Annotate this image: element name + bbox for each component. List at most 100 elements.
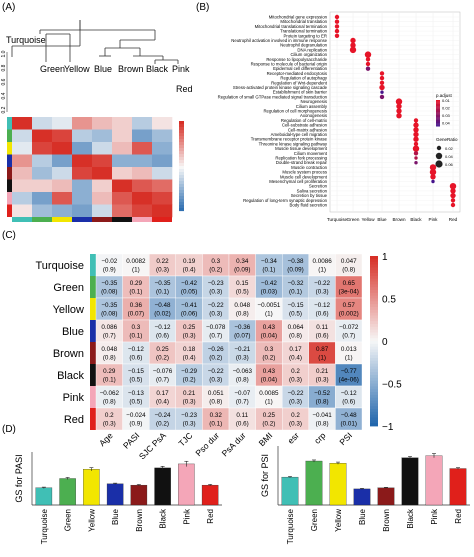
legend-padjust-step [436,101,440,103]
legend-padjust-step [436,113,440,115]
corr-scale-step [370,358,378,362]
legend-padjust-step [436,125,440,127]
corr-scale-step [370,267,378,271]
adjacency-cell [72,192,93,205]
adjacency-cell [152,142,173,155]
adjacency-cell [92,204,113,218]
go-dot [334,24,340,29]
row-label-green: Green [53,282,84,294]
bar-yellow [83,469,100,506]
corr-pvalue: (0.3) [316,289,329,296]
corr-value: −0.32 [288,280,304,287]
legend-padjust-step [436,117,440,119]
adjacency-cell [52,167,73,180]
dendro-label-brown: Brown [118,64,144,74]
go-dot [334,33,340,38]
adjacency-col-color-yellow [52,217,72,222]
corr-value: −0.21 [234,346,250,353]
col-label: Pso dur [193,430,221,458]
bar-pink [425,455,443,506]
corr-scale-step [370,352,378,356]
adjacency-scale-step [179,172,184,176]
go-term-label: Ameboidal-type cell migration [271,132,328,137]
row-color-green [90,276,96,298]
go-term-label: Cilium organization [290,52,327,57]
dotplot-xtick-brown: Brown [392,217,405,222]
dotplot-frame [329,11,461,213]
corr-pvalue: (0.4) [289,355,302,362]
corr-scale-step [370,270,378,274]
corr-value: 0.36 [130,302,143,309]
go-term-label: Stress-activated protein kinase signalin… [233,85,328,90]
corr-scale-step [370,372,378,376]
adjacency-scale-step [179,160,184,164]
corr-scale-step [370,298,378,302]
corr-value: −0.12 [155,324,171,331]
adjacency-cell [72,129,93,143]
go-dot [429,164,437,171]
dendro-label-black: Black [146,64,169,74]
corr-value: 0.18 [183,346,196,353]
corr-scale-step [370,366,378,370]
bar-xtick: Red [454,509,463,524]
go-term-label: Axonogenesis [300,113,327,118]
corr-scale-step [370,392,378,396]
go-dot [334,28,340,34]
go-dot [413,151,419,156]
adjacency-scale-step [179,175,184,179]
go-dot [396,103,402,110]
corr-pvalue: (0.9) [129,421,142,428]
adjacency-cell [132,167,153,180]
row-label-blue: Blue [62,326,84,338]
corr-scale-step [370,397,378,401]
adjacency-scale-step [179,196,184,200]
corr-pvalue: (0.1) [289,289,302,296]
panel-b-go-dotplot: Mitochondrial gene expressionMitochondri… [218,11,461,222]
corr-value: 0.0086 [312,258,332,265]
adjacency-cell [152,129,173,143]
bar-red [201,484,219,506]
go-term-label: Double-strand break repair [276,160,328,165]
corr-value: −0.02 [101,258,117,265]
corr-value: 0.086 [101,324,117,331]
corr-value: −0.22 [314,280,330,287]
corr-scale-step [370,307,378,311]
adjacency-scale-step [179,142,184,146]
corr-value: −0.062 [100,390,120,397]
go-term-label: Secretion by tissue [291,193,328,198]
bar-black [154,467,171,506]
go-term-label: Body fluid secretion [290,203,328,208]
go-dot [414,161,418,165]
go-dot [349,46,357,54]
adjacency-cell [112,179,133,193]
legend-padjust-step [436,118,440,120]
legend-padjust-step [436,115,440,117]
panel-a-dendrogram-heatmap: Turquoise Green Yellow Blue Brown Black … [1,20,193,222]
corr-pvalue: (0.7) [209,333,222,340]
adjacency-cell [72,142,93,155]
go-dot [365,61,371,67]
corr-pvalue: (0.3) [209,289,222,296]
corr-scale-step [370,278,378,282]
go-term-label: Muscle contraction [291,165,327,170]
corr-scale-step [370,275,378,280]
corr-pvalue: (0.4) [183,267,196,274]
corr-scale-step [370,400,378,404]
row-label-pink: Pink [63,392,85,404]
corr-value: −0.23 [181,412,197,419]
corr-value: 0.43 [263,324,276,331]
adjacency-cell [152,117,173,130]
bar-turquoise [35,487,53,506]
bar-brown [130,484,148,506]
dendro-label-green: Green [40,64,65,74]
col-label: Age [97,430,115,448]
go-term-label: Threonine kinase signaling pathway [259,141,328,146]
corr-scale-step [370,256,378,260]
adjacency-scale-step [179,169,184,173]
corr-value: 0.25 [156,346,169,353]
corr-value: −0.078 [206,324,226,331]
row-color-yellow [90,298,96,320]
corr-value: 0.43 [263,368,276,375]
corr-value: 0.29 [130,280,143,287]
corr-pvalue: (0.6) [316,311,329,318]
